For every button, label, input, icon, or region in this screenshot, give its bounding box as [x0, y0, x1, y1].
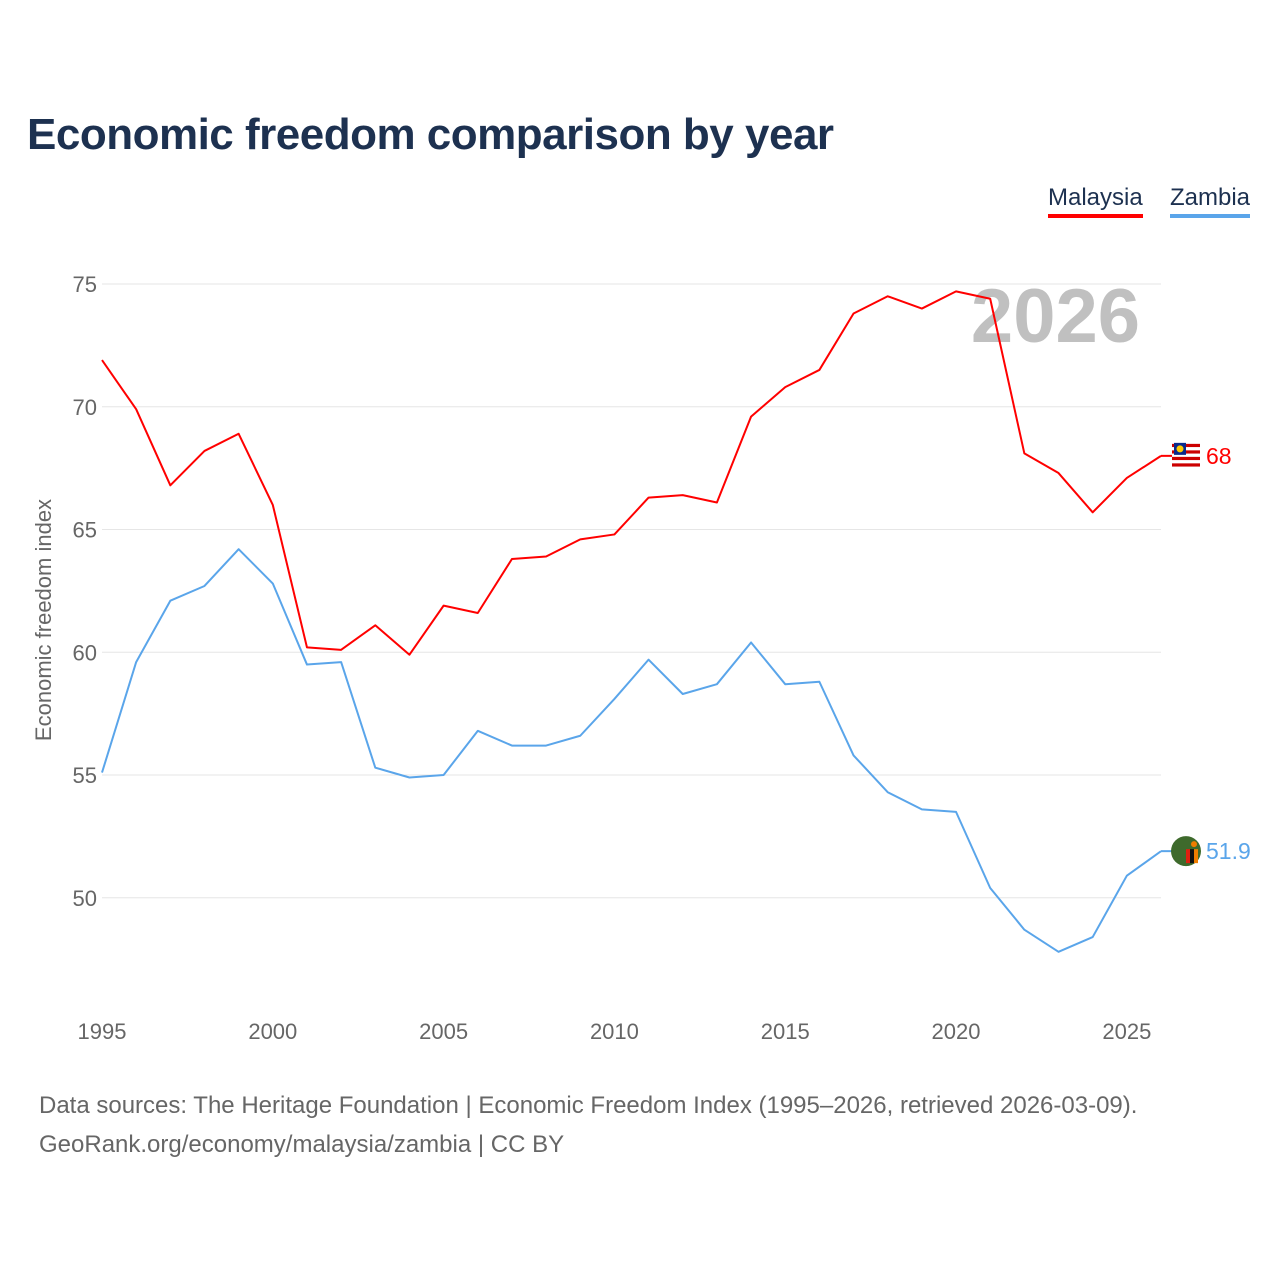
flag-malaysia-icon — [1172, 441, 1200, 470]
flag-stripe — [1194, 849, 1198, 864]
flag-stripe — [1190, 849, 1194, 864]
legend-zambia[interactable]: Zambia — [1170, 184, 1251, 218]
footer-link[interactable]: GeoRank.org/economy/malaysia/zambia | CC… — [39, 1131, 565, 1158]
y-tick-label: 50 — [73, 886, 97, 911]
x-tick-label: 2025 — [1102, 1019, 1151, 1044]
flag-stripe — [1186, 849, 1190, 864]
flag-crescent — [1176, 445, 1184, 453]
x-tick-label: 2010 — [590, 1019, 639, 1044]
chart-title: Economic freedom comparison by year — [27, 110, 834, 159]
series-line-zambia — [101, 548, 1162, 953]
flag-eagle — [1191, 841, 1197, 848]
y-tick-label: 70 — [73, 395, 97, 420]
x-tick-label: 2015 — [761, 1019, 810, 1044]
y-tick-label: 75 — [73, 272, 97, 297]
legend-malaysia[interactable]: Malaysia — [1048, 184, 1143, 218]
x-tick-label: 2020 — [932, 1019, 981, 1044]
year-watermark: 2026 — [971, 274, 1140, 359]
end-value-label: 51.9 — [1206, 838, 1251, 864]
footer: Data sources: The Heritage Foundation | … — [39, 1086, 1137, 1164]
y-tick-label: 65 — [73, 518, 97, 543]
y-tick-label: 55 — [73, 763, 97, 788]
x-tick-label: 2005 — [419, 1019, 468, 1044]
x-tick-label: 2000 — [248, 1019, 297, 1044]
end-value-label: 68 — [1206, 443, 1232, 469]
flag-stripe — [1172, 463, 1200, 467]
flag-stripe — [1172, 456, 1200, 461]
flag-zambia-icon — [1171, 836, 1201, 867]
x-tick-label: 1995 — [78, 1019, 127, 1044]
footer-sources: Data sources: The Heritage Foundation | … — [39, 1092, 1138, 1119]
y-axis-label: Economic freedom index — [31, 499, 56, 741]
series-line-malaysia — [101, 290, 1162, 656]
y-tick-label: 60 — [73, 640, 97, 665]
